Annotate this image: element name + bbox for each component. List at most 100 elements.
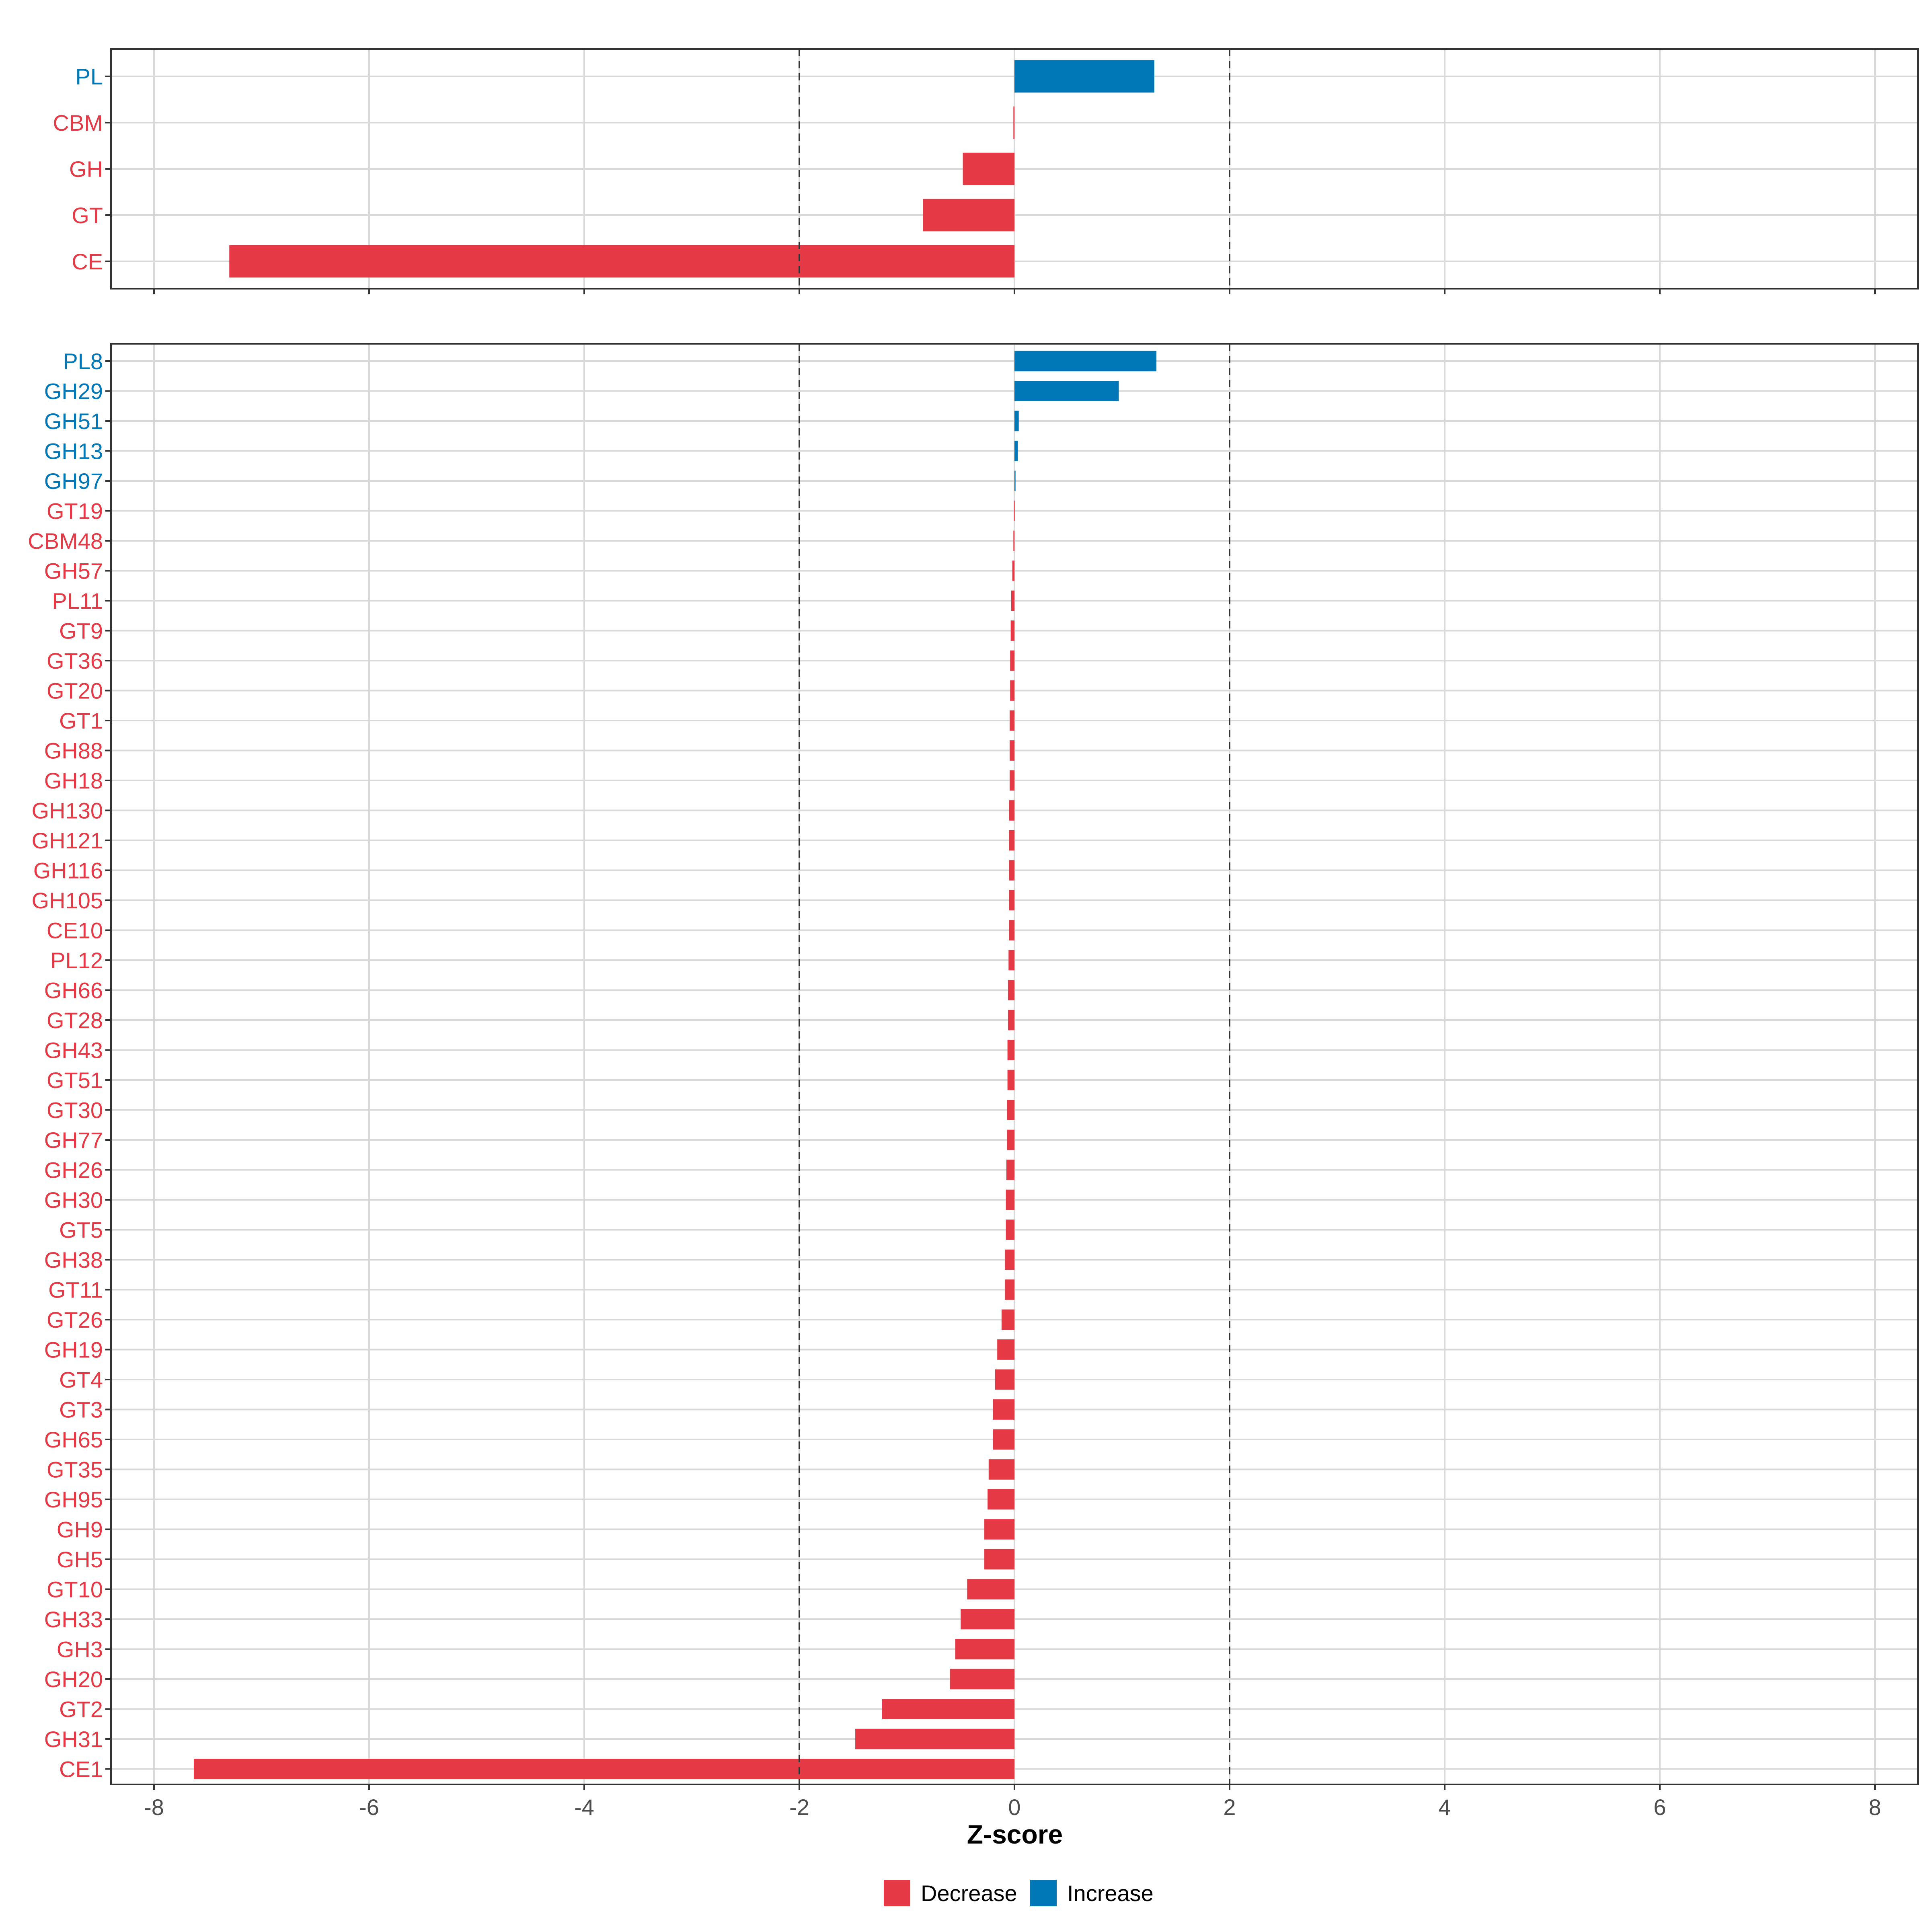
bar-gt30 [1007, 1100, 1014, 1120]
bar-ce1 [193, 1759, 1015, 1779]
bar-ce [229, 245, 1014, 278]
legend-label-increase: Increase [1067, 1881, 1154, 1906]
category-label: GH38 [44, 1247, 103, 1273]
category-label: GH18 [44, 768, 103, 793]
bar-gh31 [855, 1729, 1014, 1749]
bar-pl11 [1011, 590, 1014, 611]
bar-gt [923, 199, 1014, 232]
category-label: GT11 [48, 1277, 103, 1303]
bar-gh66 [1008, 980, 1014, 1000]
category-label: GT4 [59, 1367, 103, 1392]
category-label: PL8 [63, 349, 103, 374]
legend-swatch-increase [1030, 1880, 1057, 1906]
category-label: GT30 [47, 1098, 103, 1123]
category-label: GH [69, 156, 103, 182]
category-label: PL11 [52, 588, 103, 614]
category-label: GT9 [59, 618, 103, 644]
bar-gt10 [967, 1579, 1014, 1599]
bar-ce10 [1009, 920, 1014, 940]
bar-gt1 [1009, 710, 1014, 731]
bar-gh77 [1007, 1129, 1014, 1150]
category-label: GH13 [44, 439, 103, 464]
bar-gh20 [950, 1669, 1014, 1690]
category-label: GH88 [44, 738, 103, 764]
category-label: GH57 [44, 558, 103, 584]
category-label: GT26 [47, 1307, 103, 1332]
bar-cbm [1013, 106, 1014, 139]
bar-gh5 [984, 1549, 1014, 1570]
bar-gh105 [1009, 890, 1014, 911]
x-tick-label: 0 [1008, 1794, 1020, 1820]
category-label: GH65 [44, 1427, 103, 1452]
bar-gh51 [1014, 411, 1019, 431]
category-label: GT1 [59, 708, 103, 733]
category-label: GH116 [33, 858, 103, 883]
bar-gt28 [1008, 1010, 1014, 1031]
category-label: GH5 [57, 1547, 103, 1572]
bar-gh97 [1014, 470, 1016, 491]
category-label: GT28 [47, 1008, 103, 1033]
x-tick-label: 6 [1653, 1794, 1666, 1820]
bar-gt36 [1010, 650, 1014, 671]
x-tick-label: -2 [789, 1794, 809, 1820]
x-axis: -8 -6 -4 -2 0 2 4 6 8 [144, 1794, 1881, 1820]
bar-pl [1014, 60, 1154, 93]
bar-gh33 [961, 1609, 1014, 1630]
legend-label-decrease: Decrease [921, 1881, 1017, 1906]
category-label: GT36 [47, 648, 103, 673]
bar-gh26 [1006, 1160, 1014, 1180]
bar-gt11 [1004, 1279, 1014, 1300]
bar-gh88 [1009, 740, 1014, 761]
category-label: GT5 [59, 1218, 103, 1243]
category-label: GT35 [47, 1457, 103, 1482]
bottom-panel: PL8 GH29 GH51 GH13 GH97 GT19 CBM48 GH57 PL11 GT9 G… [28, 343, 1919, 1790]
category-label: CBM [53, 110, 103, 136]
category-label: GH130 [32, 798, 103, 823]
category-label: GH30 [44, 1187, 103, 1213]
category-label: GH29 [44, 379, 103, 404]
category-label: PL12 [50, 948, 103, 973]
bar-gh130 [1009, 800, 1014, 821]
bar-gh95 [988, 1489, 1014, 1510]
bar-gh29 [1014, 381, 1119, 401]
bar-gh121 [1009, 830, 1014, 851]
x-axis-title: Z-score [967, 1819, 1063, 1849]
category-label: GH51 [44, 409, 103, 434]
bar-gh43 [1007, 1040, 1014, 1060]
bar-gh65 [993, 1429, 1014, 1450]
category-label: GT51 [47, 1068, 103, 1093]
x-tick-label: 4 [1438, 1794, 1451, 1820]
top-panel: PL CBM GH GT CE [53, 48, 1919, 294]
category-label: GH33 [44, 1607, 103, 1632]
bar-gh3 [955, 1639, 1014, 1659]
bar-gh [963, 152, 1014, 185]
x-tick-label: 8 [1868, 1794, 1881, 1820]
category-label: GT10 [47, 1577, 103, 1602]
bar-gh13 [1014, 441, 1018, 461]
legend: Decrease Increase [884, 1880, 1154, 1906]
category-label: CE1 [59, 1757, 103, 1782]
bar-pl8 [1014, 351, 1157, 372]
category-label: GH66 [44, 978, 103, 1003]
category-label: GH20 [44, 1667, 103, 1692]
bar-gt51 [1007, 1070, 1014, 1090]
category-label: GH31 [44, 1727, 103, 1752]
x-tick-label: -8 [144, 1794, 164, 1820]
category-label: GT [72, 203, 103, 228]
bar-gh9 [984, 1519, 1014, 1540]
bar-gh18 [1009, 770, 1014, 791]
category-label: GH9 [57, 1517, 103, 1542]
category-label: GT20 [47, 678, 103, 704]
category-label: GH97 [44, 468, 103, 494]
bar-gh116 [1009, 860, 1014, 881]
category-label: GH3 [57, 1637, 103, 1662]
bar-gh38 [1004, 1249, 1014, 1270]
bar-cbm48 [1013, 530, 1014, 551]
x-tick-label: -4 [574, 1794, 594, 1820]
category-label: GH77 [44, 1127, 103, 1153]
category-label: GT19 [47, 499, 103, 524]
category-label: CBM48 [28, 528, 103, 554]
bar-gt26 [1001, 1309, 1014, 1330]
